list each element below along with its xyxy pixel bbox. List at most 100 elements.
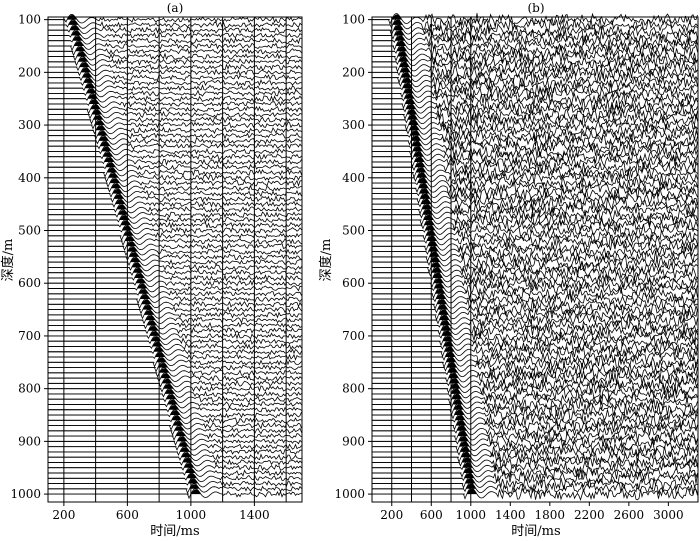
- first-arrival-lobe: [151, 336, 161, 342]
- trace: [48, 40, 302, 52]
- first-arrival-lobe: [188, 478, 199, 484]
- panel-b-grid: [391, 17, 472, 502]
- first-arrival-lobe: [106, 167, 117, 173]
- first-arrival-lobe: [75, 46, 86, 52]
- y-tick-label: 100: [18, 13, 41, 27]
- trace: [48, 45, 302, 57]
- first-arrival-lobe: [415, 161, 426, 168]
- first-arrival-lobe: [137, 283, 148, 289]
- first-arrival-lobe: [408, 119, 419, 126]
- panel-a-x-ticks: 200 600 1000 1400: [52, 502, 270, 522]
- first-arrival-lobe: [101, 146, 112, 152]
- first-arrival-lobe: [427, 241, 438, 247]
- trace: [372, 76, 698, 91]
- trace: [48, 55, 302, 67]
- first-arrival-lobe: [78, 57, 89, 62]
- trace: [48, 108, 302, 120]
- first-arrival-lobe: [392, 19, 403, 25]
- first-arrival-lobe: [441, 325, 451, 331]
- trace: [48, 61, 302, 72]
- first-arrival-lobe: [434, 283, 445, 289]
- first-arrival-lobe: [190, 489, 201, 495]
- first-arrival-lobe: [410, 130, 421, 136]
- trace: [48, 161, 302, 172]
- first-arrival-lobe: [429, 251, 440, 257]
- panel-a-frame: [47, 16, 303, 503]
- first-arrival-lobe: [174, 426, 185, 431]
- trace: [372, 22, 698, 37]
- first-arrival-lobe: [425, 225, 436, 231]
- first-arrival-lobe: [451, 388, 461, 394]
- trace: [48, 129, 302, 140]
- trace: [48, 367, 302, 378]
- first-arrival-lobe: [415, 167, 426, 173]
- trace: [48, 324, 302, 335]
- first-arrival-lobe: [149, 331, 160, 336]
- panel-a: (a) 100 200 300 400 500 600 700 800 900 1000 200 6…: [0, 1, 303, 539]
- x-tick-label: 200: [52, 508, 75, 522]
- first-arrival-lobe: [189, 484, 200, 489]
- first-arrival-lobe: [111, 183, 122, 189]
- first-arrival-lobe: [445, 351, 456, 357]
- first-arrival-lobe: [89, 99, 100, 104]
- first-arrival-lobe: [79, 62, 90, 68]
- x-tick-label: 200: [380, 508, 403, 522]
- first-arrival-lobe: [127, 247, 138, 252]
- x-tick-label: 2200: [574, 508, 605, 522]
- trace: [48, 145, 302, 156]
- trace: [48, 319, 302, 330]
- y-tick-label: 300: [18, 118, 41, 132]
- trace: [48, 19, 302, 29]
- first-arrival-lobe: [98, 136, 109, 141]
- first-arrival-lobe: [452, 399, 463, 405]
- trace: [372, 213, 698, 227]
- first-arrival-lobe: [141, 299, 152, 305]
- first-arrival-lobe: [440, 320, 451, 326]
- first-arrival-lobe: [449, 378, 460, 384]
- first-arrival-lobe: [461, 457, 472, 463]
- trace: [48, 256, 302, 266]
- trace: [48, 340, 302, 351]
- first-arrival-lobe: [454, 409, 465, 415]
- trace: [48, 93, 302, 103]
- first-arrival-lobe: [102, 152, 113, 157]
- x-tick-label: 2600: [614, 508, 645, 522]
- first-arrival-lobe: [140, 294, 150, 299]
- first-arrival-lobe: [419, 188, 430, 194]
- first-arrival-lobe: [453, 404, 464, 410]
- first-arrival-lobe: [412, 146, 423, 152]
- first-arrival-lobe: [131, 262, 142, 268]
- trace: [372, 222, 698, 238]
- first-arrival-lobe: [94, 120, 105, 126]
- first-arrival-lobe: [130, 257, 141, 263]
- trace: [372, 159, 698, 175]
- panel-a-traces: [48, 13, 302, 500]
- first-arrival-lobe: [446, 362, 457, 368]
- first-arrival-lobe: [402, 82, 413, 89]
- first-arrival-lobe: [181, 452, 192, 458]
- first-arrival-lobe: [108, 173, 119, 178]
- trace: [372, 33, 698, 48]
- panel-a-y-ticks: 100 200 300 400 500 600 700 800 900 1000: [10, 13, 48, 501]
- first-arrival-lobe: [431, 267, 442, 273]
- trace: [48, 446, 302, 456]
- first-arrival-lobe: [437, 304, 448, 310]
- first-arrival-lobe: [134, 273, 145, 278]
- trace: [372, 91, 698, 106]
- first-arrival-lobe: [450, 383, 461, 389]
- first-arrival-lobe: [69, 25, 80, 31]
- first-arrival-lobe: [396, 46, 407, 52]
- trace: [48, 240, 302, 251]
- y-tick-label: 500: [342, 224, 365, 238]
- trace: [48, 193, 302, 203]
- trace: [372, 54, 698, 69]
- first-arrival-lobe: [441, 330, 452, 336]
- trace: [48, 29, 302, 40]
- trace: [48, 335, 302, 346]
- trace: [372, 238, 698, 254]
- first-arrival-lobe: [431, 262, 441, 268]
- first-arrival-lobe: [466, 488, 477, 495]
- y-tick-label: 200: [18, 65, 41, 79]
- first-arrival-lobe: [126, 241, 137, 247]
